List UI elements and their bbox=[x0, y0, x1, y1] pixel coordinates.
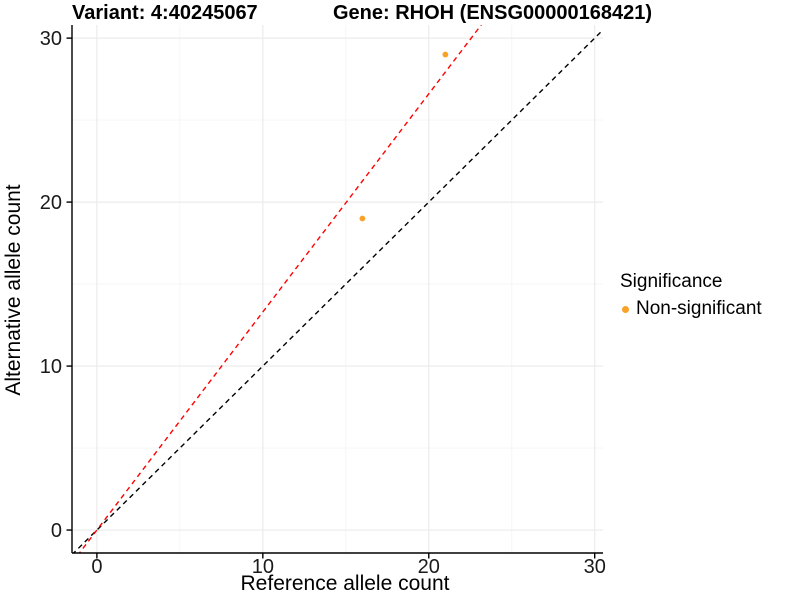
panel-background bbox=[72, 25, 603, 553]
x-tick-label: 30 bbox=[584, 556, 606, 578]
legend: Significance Non-significant bbox=[620, 271, 762, 320]
x-axis-title: Reference allele count bbox=[240, 572, 450, 595]
allelic-ratio-line bbox=[78, 25, 483, 553]
legend-point-icon bbox=[622, 306, 629, 313]
y-tick-label: 0 bbox=[51, 520, 62, 542]
x-tick-label: 10 bbox=[252, 556, 274, 578]
y-tick-label: 30 bbox=[40, 28, 62, 50]
x-tick-label: 0 bbox=[91, 556, 102, 578]
y-axis-title: Alternative allele count bbox=[2, 184, 25, 396]
variant-title: Variant: 4:40245067 bbox=[72, 2, 258, 24]
data-point bbox=[359, 215, 366, 222]
y-tick-label: 20 bbox=[40, 192, 62, 214]
gene-title: Gene: RHOH (ENSG00000168421) bbox=[333, 2, 653, 24]
x-tick-label: 20 bbox=[418, 556, 440, 578]
legend-title: Significance bbox=[620, 271, 723, 292]
y-tick-label: 10 bbox=[40, 356, 62, 378]
legend-item-label: Non-significant bbox=[636, 298, 762, 319]
legend-item: Non-significant bbox=[620, 298, 762, 320]
data-point bbox=[442, 51, 449, 58]
identity-line bbox=[72, 29, 603, 553]
